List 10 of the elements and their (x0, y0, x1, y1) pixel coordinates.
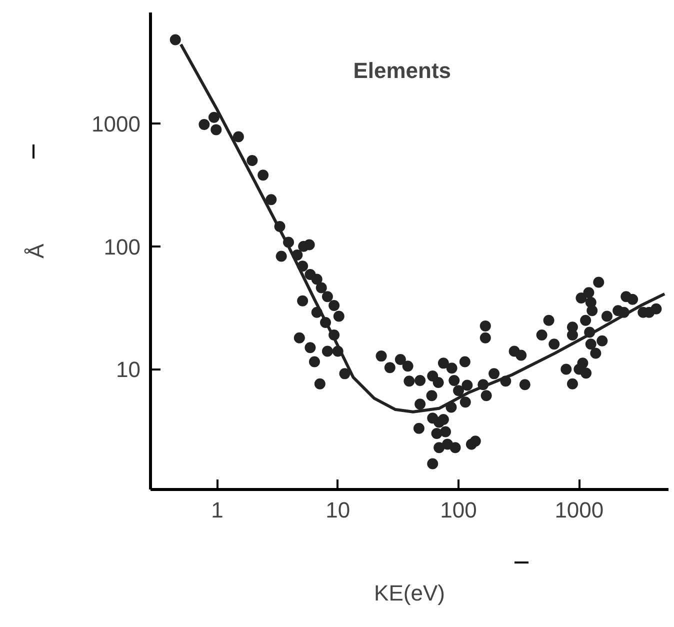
annotation: Elements (353, 58, 452, 83)
x-tick-label: 1000 (554, 498, 604, 522)
y-tick-label: 1000 (92, 111, 141, 136)
y-tick-label: 100 (104, 234, 141, 260)
x-axis-title: KE(eV) (374, 580, 445, 606)
y-axis-title: Å (24, 243, 49, 258)
x-tick-label: 1 (211, 498, 224, 522)
x-tick-label: 10 (326, 498, 350, 522)
x-tick-label: 100 (440, 498, 477, 522)
y-tick-label: 10 (116, 357, 141, 382)
